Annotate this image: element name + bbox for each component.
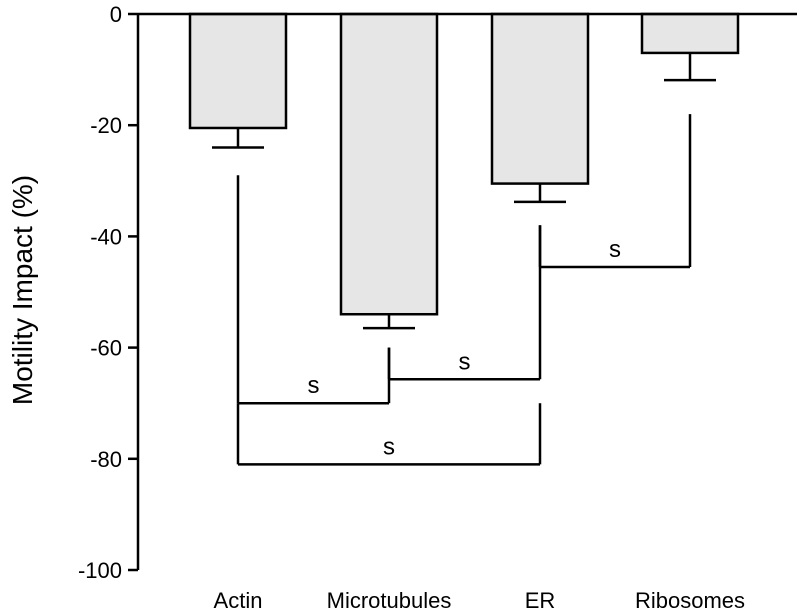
x-tick-label: Actin [214,588,263,613]
y-tick-label: -60 [90,336,122,361]
bar-actin [188,12,288,130]
significance-bracket: s [538,114,692,269]
significance-label: s [383,433,395,460]
y-tick-label: 0 [110,2,122,27]
y-axis-ticks: 0 -20 -40 -60 -80 -100 [78,2,138,583]
y-axis-label: Motility Impact (%) [7,175,38,405]
bars [188,12,740,330]
y-tick-label: -100 [78,558,122,583]
significance-label: s [609,236,621,263]
y-tick-label: -80 [90,447,122,472]
y-tick-label: -20 [90,113,122,138]
bar-ribosomes [640,12,740,55]
significance-brackets: s s s s [236,114,692,466]
x-tick-label: Ribosomes [635,588,745,613]
x-axis-ticks: Actin Microtubules ER Ribosomes [214,588,745,613]
axes [136,12,797,570]
x-tick-label: ER [525,588,556,613]
x-tick-label: Microtubules [327,588,452,613]
bar-er [490,12,590,185]
y-tick-label: -40 [90,224,122,249]
significance-bracket: s [236,403,542,466]
bar-microtubules [339,12,439,316]
significance-label: s [308,372,320,399]
significance-label: s [459,348,471,375]
